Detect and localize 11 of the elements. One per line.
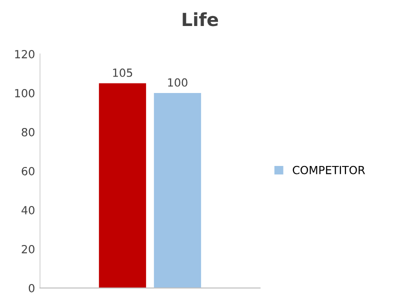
legend-label: COMPETITOR [292,166,365,174]
data-label: 105 [113,68,132,77]
y-tick-label: 120 [15,50,34,58]
y-tick-label: 60 [22,166,34,176]
chart-title: Life [182,12,218,26]
y-tick-label: 0 [28,284,34,292]
data-label: 100 [168,78,188,87]
y-tick-label: 40 [22,206,34,214]
y-tick-label: 80 [22,128,34,136]
y-tick-label: 20 [22,244,34,254]
y-tick-label: 100 [15,88,34,98]
